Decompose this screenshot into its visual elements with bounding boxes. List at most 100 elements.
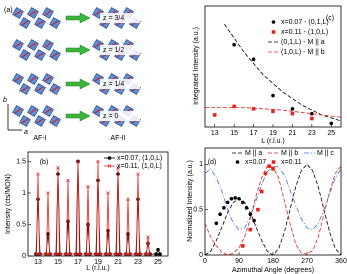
y-tick-label: 1.5 — [16, 158, 26, 165]
series-line — [204, 165, 342, 231]
x-tick-label: 25 — [327, 130, 335, 137]
spin-arrow — [94, 10, 102, 16]
x-tick-label: 15 — [54, 259, 62, 266]
marker — [124, 252, 129, 256]
marker — [66, 178, 70, 183]
marker — [222, 206, 226, 210]
marker — [94, 252, 99, 256]
marker — [46, 191, 50, 195]
y-tick-label: 0 — [199, 252, 203, 259]
series-line — [36, 161, 150, 255]
x-tick-label: 0 — [203, 258, 207, 265]
spin-arrow — [94, 42, 102, 48]
marker — [57, 252, 62, 256]
marker — [232, 42, 236, 47]
axis-label: a — [24, 129, 28, 136]
marker — [310, 111, 314, 116]
layer-label: z = 1/4 — [103, 81, 124, 88]
marker — [240, 200, 245, 205]
marker — [117, 252, 122, 256]
marker — [251, 107, 256, 111]
marker — [97, 252, 102, 256]
plot-area — [205, 23, 342, 126]
marker — [256, 207, 260, 212]
marker — [271, 30, 276, 34]
spin-arrow — [21, 20, 29, 26]
marker — [248, 227, 253, 232]
marker — [134, 252, 139, 256]
y-axis-label: Intensity (cts/MON) — [5, 174, 12, 234]
label-bg — [100, 13, 140, 23]
y-axis-label: Normalized Intensity (a.u.) — [187, 160, 194, 242]
marker — [329, 121, 334, 126]
marker — [235, 160, 240, 164]
marker — [267, 164, 272, 168]
x-tick-label: 13 — [211, 130, 219, 137]
spin-arrow — [14, 76, 22, 82]
x-tick-label: 25 — [154, 259, 162, 266]
label-bg — [100, 45, 140, 55]
x-tick-label: 17 — [74, 259, 82, 266]
spin-arrow — [21, 86, 29, 92]
column-label: AF-II — [110, 135, 125, 142]
marker — [54, 252, 59, 256]
marker — [34, 252, 39, 256]
label-bg — [100, 111, 140, 121]
marker — [126, 197, 130, 202]
x-tick-label: 13 — [34, 259, 42, 266]
marker — [310, 116, 314, 121]
marker — [229, 196, 234, 201]
marker — [104, 252, 109, 256]
marker — [77, 252, 82, 256]
spin-arrow — [14, 108, 22, 114]
legend-label: x=0.11, (1,0,L) — [117, 163, 162, 170]
green-arrow — [65, 44, 91, 56]
spin-arrow — [36, 118, 44, 124]
marker — [271, 160, 276, 164]
marker — [114, 252, 119, 256]
marker — [290, 107, 295, 111]
legend-label: (0,1,L) - M || a — [281, 39, 325, 46]
x-tick-label: 23 — [308, 130, 316, 137]
plot-area — [204, 163, 342, 256]
marker — [240, 244, 245, 248]
marker — [86, 184, 90, 189]
y-axis-label: Integrated Intensity (a.u.) — [193, 27, 200, 105]
marker — [233, 196, 238, 200]
marker — [76, 159, 80, 164]
marker — [248, 212, 253, 216]
panel-label: (c) — [326, 15, 334, 22]
x-tick-label: 17 — [250, 130, 258, 137]
marker — [34, 252, 38, 256]
spin-arrow — [36, 52, 44, 58]
x-tick-label: 180 — [267, 258, 279, 265]
spin-arrow — [44, 10, 52, 16]
marker — [66, 219, 70, 224]
marker — [67, 252, 72, 256]
column-label: AF-I — [33, 135, 46, 142]
marker — [225, 200, 230, 205]
legend-label: x=0.07, (1,0,L) — [117, 155, 162, 162]
label-bg — [100, 79, 140, 89]
marker — [136, 172, 140, 176]
y-tick-label: 1 — [199, 161, 203, 168]
marker — [154, 252, 158, 256]
y-tick-label: 0.5 — [193, 207, 203, 214]
green-arrow — [65, 78, 91, 90]
marker — [64, 252, 69, 256]
marker — [84, 252, 89, 256]
marker — [212, 113, 217, 117]
x-tick-label: 21 — [114, 259, 122, 266]
x-tick-label: 21 — [289, 130, 297, 137]
panel-label: (d) — [208, 159, 217, 166]
spin-arrow — [94, 108, 102, 114]
marker — [263, 171, 268, 176]
panel-label: (b) — [40, 159, 49, 166]
spin-arrow — [44, 42, 52, 48]
legend-label: M || b — [281, 150, 298, 157]
spin-arrow — [94, 76, 102, 82]
marker — [116, 166, 120, 170]
marker — [44, 252, 49, 256]
spin-arrow — [44, 108, 52, 114]
